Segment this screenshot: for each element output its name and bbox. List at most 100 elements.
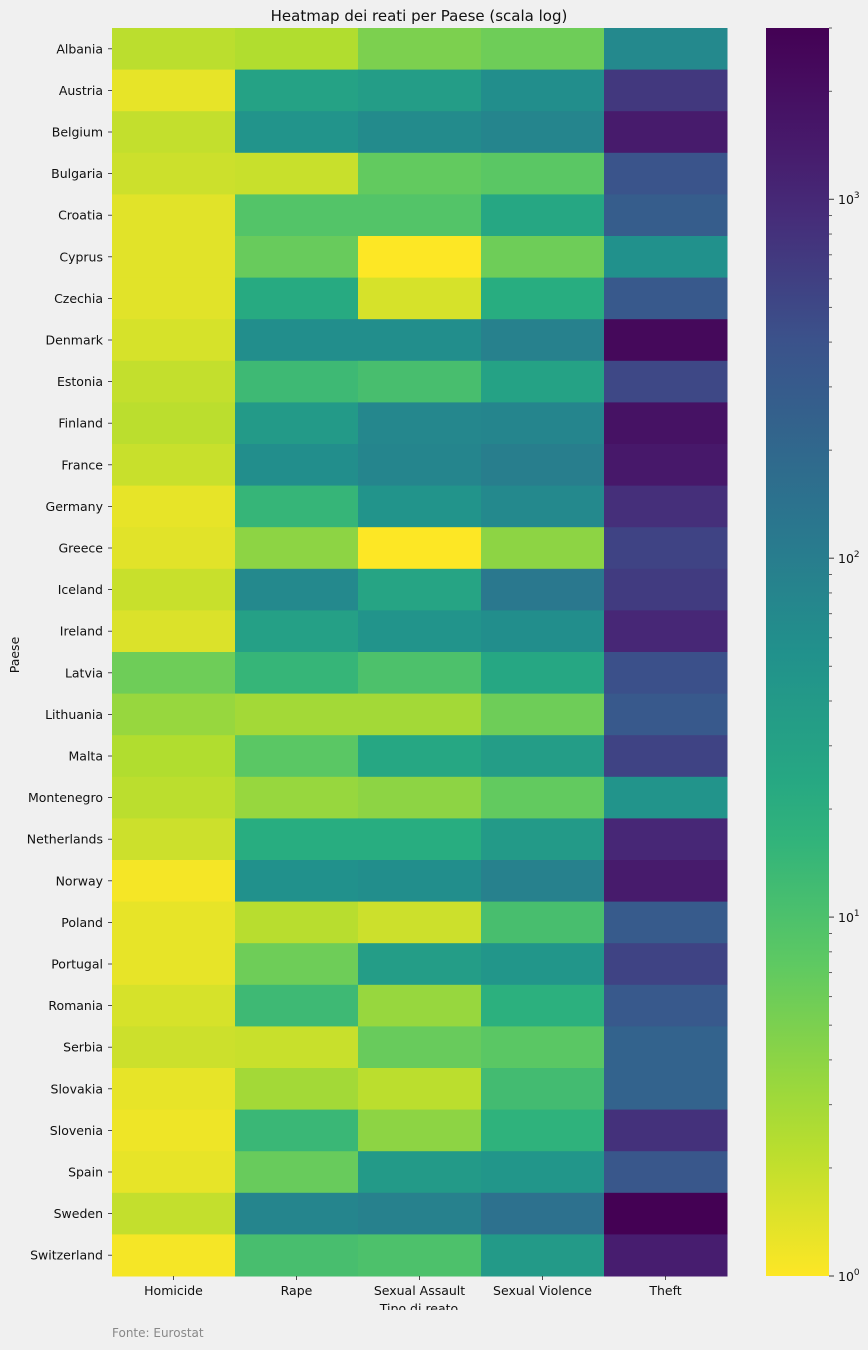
row-label: Ireland: [60, 624, 103, 639]
heatmap-cell: [112, 194, 236, 237]
heatmap-cell: [604, 652, 728, 695]
heatmap-cell: [358, 485, 482, 528]
heatmap-cell: [358, 236, 482, 279]
heatmap-cell: [481, 527, 605, 570]
heatmap-cell: [235, 69, 359, 112]
heatmap-cell: [112, 360, 236, 403]
heatmap-chart: Heatmap dei reati per Paese (scala log) …: [7, 7, 860, 1310]
heatmap-cell: [235, 402, 359, 445]
heatmap-cell: [358, 277, 482, 320]
heatmap-cell: [235, 1109, 359, 1152]
heatmap-cell: [235, 444, 359, 487]
heatmap-cell: [481, 693, 605, 736]
heatmap-cells: [112, 28, 728, 1277]
heatmap-cell: [481, 1026, 605, 1069]
heatmap-cell: [235, 194, 359, 237]
heatmap-cell: [358, 527, 482, 570]
row-label: Denmark: [46, 333, 104, 348]
row-label: Malta: [69, 749, 103, 764]
heatmap-cell: [604, 901, 728, 944]
heatmap-cell: [604, 735, 728, 778]
heatmap-cell: [112, 984, 236, 1027]
heatmap-cell: [112, 236, 236, 279]
heatmap-cell: [481, 360, 605, 403]
colorbar: 100 101 102 103: [766, 27, 860, 1284]
heatmap-cell: [604, 277, 728, 320]
heatmap-cell: [481, 402, 605, 445]
heatmap-cell: [235, 776, 359, 819]
heatmap-cell: [604, 69, 728, 112]
heatmap-cell: [481, 319, 605, 362]
heatmap-cell: [235, 277, 359, 320]
heatmap-cell: [235, 652, 359, 695]
heatmap-cell: [235, 818, 359, 861]
row-label: Serbia: [63, 1040, 103, 1055]
row-label: Finland: [58, 416, 103, 431]
heatmap-cell: [481, 610, 605, 653]
heatmap-cell: [481, 277, 605, 320]
heatmap-cell: [481, 28, 605, 71]
heatmap-cell: [604, 527, 728, 570]
heatmap-cell: [358, 943, 482, 986]
heatmap-cell: [235, 28, 359, 71]
heatmap-cell: [604, 319, 728, 362]
heatmap-cell: [358, 984, 482, 1027]
row-label: Switzerland: [30, 1248, 103, 1263]
heatmap-cell: [358, 652, 482, 695]
heatmap-cell: [604, 1192, 728, 1235]
heatmap-cell: [112, 568, 236, 611]
column-label: Theft: [648, 1283, 681, 1298]
x-axis-label: Tipo di reato: [379, 1301, 458, 1310]
heatmap-cell: [481, 776, 605, 819]
row-label: Slovenia: [50, 1123, 103, 1138]
heatmap-cell: [112, 402, 236, 445]
row-label: Slovakia: [51, 1081, 103, 1096]
heatmap-cell: [604, 485, 728, 528]
column-labels: Homicide Rape Sexual Assault Sexual Violenc…: [144, 1276, 682, 1298]
heatmap-cell: [604, 1068, 728, 1111]
row-label: Croatia: [58, 208, 103, 223]
heatmap-cell: [604, 444, 728, 487]
heatmap-cell: [112, 693, 236, 736]
heatmap-cell: [604, 776, 728, 819]
heatmap-cell: [235, 901, 359, 944]
heatmap-cell: [358, 28, 482, 71]
heatmap-cell: [604, 194, 728, 237]
heatmap-cell: [358, 402, 482, 445]
heatmap-cell: [358, 818, 482, 861]
heatmap-cell: [235, 1151, 359, 1194]
heatmap-cell: [481, 444, 605, 487]
colorbar-tick-label: 100: [838, 1268, 860, 1284]
heatmap-cell: [481, 1151, 605, 1194]
row-label: Bulgaria: [51, 166, 103, 181]
row-label: Spain: [68, 1165, 103, 1180]
row-label: Sweden: [54, 1206, 103, 1221]
row-label: Lithuania: [45, 707, 103, 722]
heatmap-cell: [481, 984, 605, 1027]
row-label: Austria: [59, 83, 103, 98]
heatmap-cell: [112, 818, 236, 861]
source-note: Fonte: Eurostat: [112, 1326, 204, 1340]
heatmap-cell: [112, 319, 236, 362]
heatmap-cell: [358, 735, 482, 778]
row-label: Montenegro: [28, 790, 103, 805]
heatmap-cell: [481, 568, 605, 611]
row-label: Romania: [48, 998, 103, 1013]
colorbar-tick-label: 102: [838, 550, 860, 566]
heatmap-cell: [235, 1068, 359, 1111]
heatmap-cell: [112, 28, 236, 71]
heatmap-cell: [235, 360, 359, 403]
heatmap-cell: [481, 1192, 605, 1235]
heatmap-cell: [481, 236, 605, 279]
heatmap-cell: [481, 1068, 605, 1111]
heatmap-cell: [112, 1068, 236, 1111]
colorbar-tick-label: 101: [838, 909, 860, 925]
heatmap-cell: [604, 236, 728, 279]
column-label: Sexual Violence: [493, 1283, 592, 1298]
heatmap-cell: [112, 527, 236, 570]
heatmap-cell: [481, 818, 605, 861]
row-label: Estonia: [57, 374, 103, 389]
heatmap-cell: [235, 693, 359, 736]
heatmap-cell: [112, 860, 236, 903]
